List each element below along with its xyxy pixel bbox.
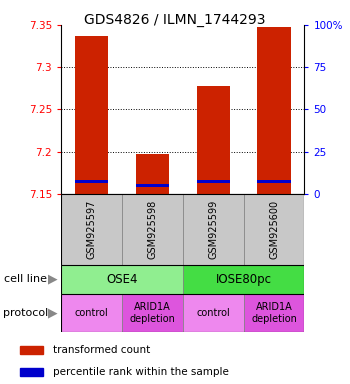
- Text: ▶: ▶: [48, 273, 58, 286]
- Text: percentile rank within the sample: percentile rank within the sample: [53, 367, 229, 377]
- Bar: [61, 294, 122, 332]
- Text: GSM925599: GSM925599: [208, 200, 218, 259]
- Bar: [197, 180, 230, 183]
- Text: ▶: ▶: [48, 306, 58, 319]
- Text: GDS4826 / ILMN_1744293: GDS4826 / ILMN_1744293: [84, 13, 266, 27]
- Bar: [20, 346, 43, 354]
- Bar: [244, 294, 304, 332]
- Text: GSM925598: GSM925598: [147, 200, 158, 259]
- Bar: [61, 194, 122, 265]
- Text: OSE4: OSE4: [106, 273, 138, 286]
- Bar: [20, 368, 43, 376]
- Text: cell line: cell line: [4, 274, 47, 285]
- Text: control: control: [75, 308, 108, 318]
- Bar: [136, 184, 169, 187]
- Bar: [183, 294, 244, 332]
- Bar: [75, 36, 108, 194]
- Bar: [244, 194, 304, 265]
- Bar: [75, 180, 108, 183]
- Text: ARID1A
depletion: ARID1A depletion: [130, 302, 175, 324]
- Bar: [122, 194, 183, 265]
- Text: transformed count: transformed count: [53, 345, 150, 355]
- Bar: [136, 154, 169, 194]
- Bar: [183, 265, 304, 294]
- Text: protocol: protocol: [4, 308, 49, 318]
- Bar: [257, 180, 291, 183]
- Bar: [61, 265, 183, 294]
- Bar: [197, 86, 230, 194]
- Bar: [183, 194, 244, 265]
- Text: ARID1A
depletion: ARID1A depletion: [251, 302, 297, 324]
- Bar: [257, 26, 291, 194]
- Text: GSM925600: GSM925600: [269, 200, 279, 259]
- Bar: [122, 294, 183, 332]
- Text: IOSE80pc: IOSE80pc: [216, 273, 272, 286]
- Text: control: control: [196, 308, 230, 318]
- Text: GSM925597: GSM925597: [87, 200, 97, 259]
